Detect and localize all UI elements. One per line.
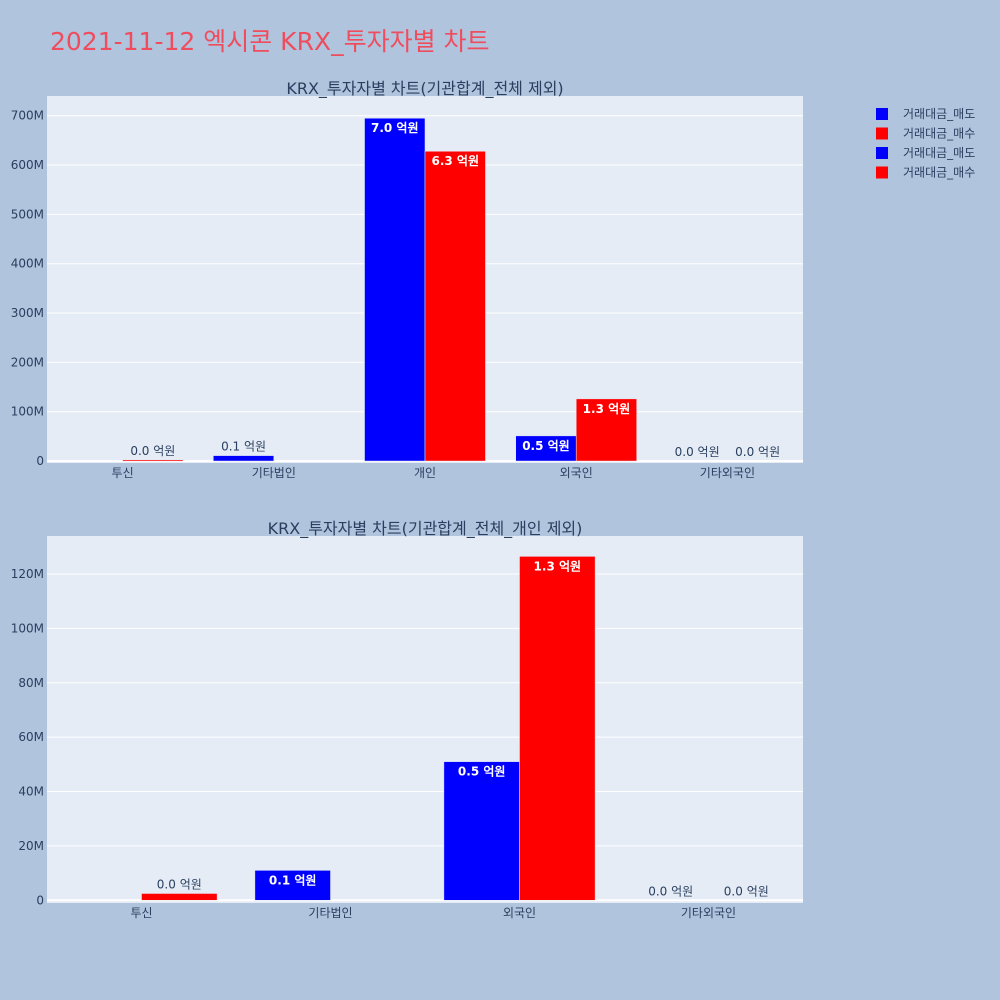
y-tick-label: 0 [36,893,44,907]
legend-item-label[interactable]: 거래대금_매도 [903,146,975,160]
data-label: 0.0 억원 [675,445,720,459]
y-tick-label: 600M [11,158,44,172]
data-label: 1.3 억원 [583,402,631,416]
chart-panel-2: 0 20M 40M 60M 80M 100M 120M KRX_투자자별 차트(기관합계_전체… [11,519,803,920]
data-label: 1.3 억원 [534,559,582,573]
y-tick-label: 40M [18,785,44,799]
legend-swatch[interactable] [876,147,888,159]
bar-buy [424,150,486,462]
bar-sell [213,455,275,462]
y-tick-label: 0 [36,454,44,468]
x-tick-label: 외국인 [503,906,536,920]
bar-sell [443,761,520,901]
y-tick-label: 500M [11,207,44,221]
legend-item-label[interactable]: 거래대금_매수 [903,166,975,180]
x-tick-label: 외국인 [560,466,593,480]
data-label: 7.0 억원 [371,121,419,135]
x-tick-label: 기타법인 [308,906,352,920]
y-tick-label: 300M [11,306,44,320]
chart-title: KRX_투자자별 차트(기관합계_전체 제외) [286,79,563,99]
legend-item-label[interactable]: 거래대금_매도 [903,107,975,121]
bar-buy [575,398,637,462]
data-label: 0.0 억원 [130,444,175,458]
data-label: 6.3 억원 [431,154,479,168]
data-label: 0.1 억원 [269,873,317,887]
y-tick-label: 700M [11,109,44,123]
x-tick-label: 기타외국인 [681,906,736,920]
data-label: 0.5 억원 [458,765,506,779]
y-tick-label: 120M [11,567,44,581]
y-tick-label: 100M [11,405,44,419]
y-tick-label: 200M [11,355,44,369]
chart-panel-1: 0 100M 200M 300M 400M 500M 600M 700M KRX_투자자별 차트… [11,79,803,480]
bar-sell [364,117,426,462]
bar-buy [519,556,596,901]
y-tick-label: 100M [11,621,44,635]
data-label: 0.5 억원 [522,439,570,453]
data-label: 0.1 억원 [221,440,266,454]
bar-sell [254,870,331,901]
data-label: 0.0 억원 [735,445,780,459]
x-tick-label: 투신 [130,906,152,920]
x-tick-label: 개인 [414,466,436,480]
legend-swatch[interactable] [876,127,888,140]
plot-area [47,536,803,903]
data-label: 0.0 억원 [648,884,693,898]
bar-buy [122,459,184,462]
legend-swatch[interactable] [876,166,888,179]
x-tick-label: 기타외국인 [700,466,755,480]
main-title: 2021-11-12 엑시콘 KRX_투자자별 차트 [50,27,490,56]
x-tick-label: 투신 [112,466,134,480]
bar-buy [141,893,218,901]
y-tick-label: 20M [18,839,44,853]
y-tick-label: 80M [18,676,44,690]
x-tick-label: 기타법인 [252,466,296,480]
data-label: 0.0 억원 [724,884,769,898]
chart-title: KRX_투자자별 차트(기관합계_전체_개인 제외) [268,519,583,539]
legend-item-label[interactable]: 거래대금_매수 [903,127,975,141]
data-label: 0.0 억원 [157,877,202,891]
legend-swatch[interactable] [876,108,888,120]
y-tick-label: 60M [18,730,44,744]
y-tick-label: 400M [11,257,44,271]
